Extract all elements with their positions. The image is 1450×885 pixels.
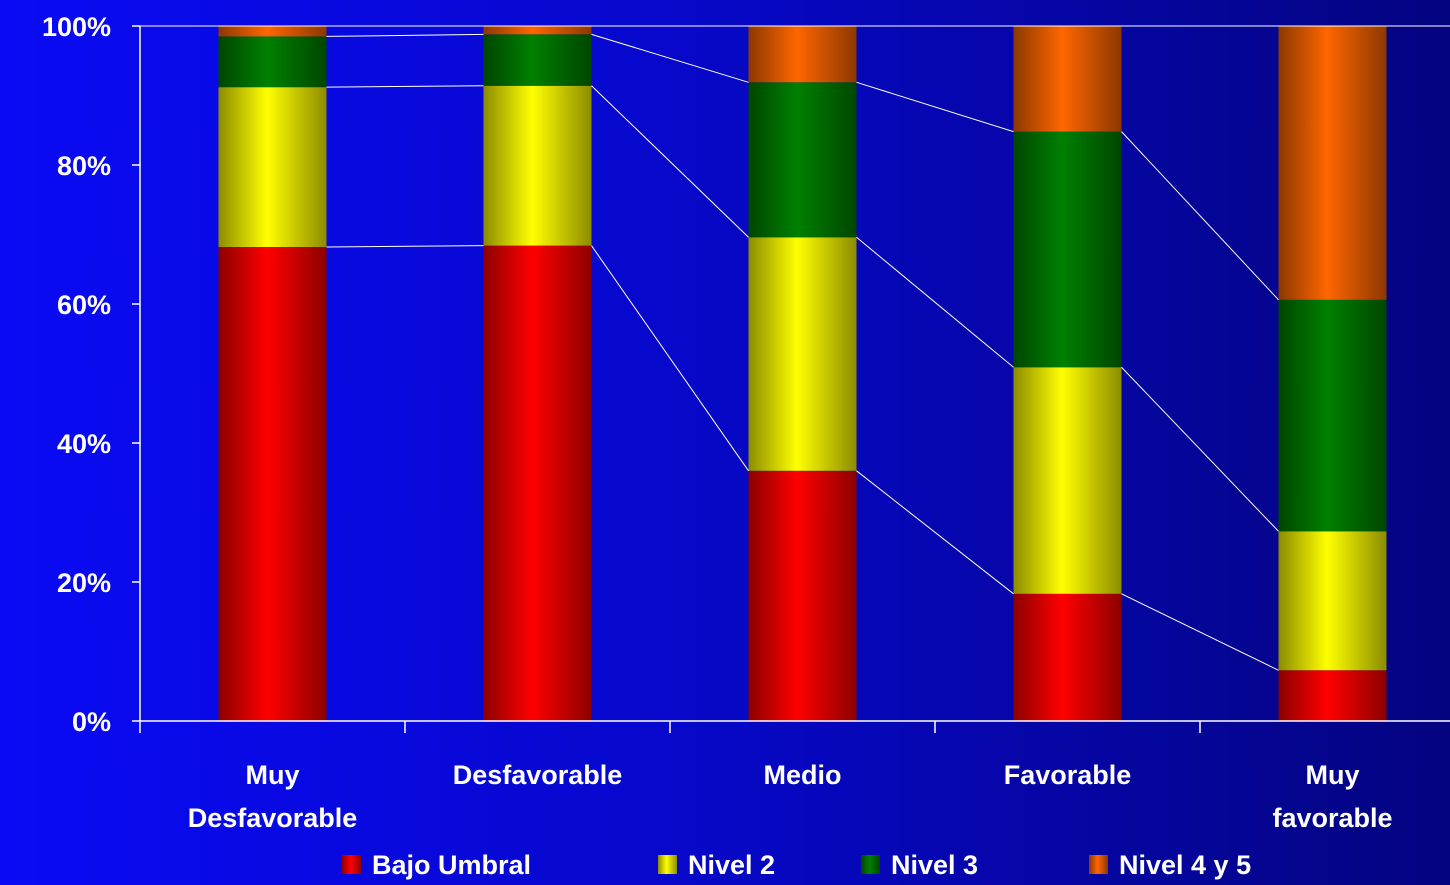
bar-nivel-2-5 (1278, 531, 1387, 671)
series-line-nivel-2-4 (1121, 366, 1279, 532)
y-tick-label: 100% (42, 12, 111, 42)
series-line-nivel-2-1 (326, 85, 484, 88)
bar-bajo-umbral-3 (748, 470, 857, 721)
bar-nivel-4-y-5-3 (748, 26, 857, 83)
bar-nivel-2-4 (1013, 367, 1122, 594)
series-line-bajo-umbral-2 (591, 245, 749, 472)
bar-nivel-2-1 (218, 87, 327, 248)
bar-bajo-umbral-2 (483, 245, 592, 721)
y-tick-label: 0% (72, 707, 111, 737)
x-category-label: Desfavorable (453, 760, 623, 790)
series-line-bajo-umbral-3 (856, 470, 1014, 595)
legend-label-nivel-3: Nivel 3 (891, 850, 978, 880)
legend-swatch-bajo-umbral (342, 855, 361, 874)
y-tick-label: 20% (57, 568, 111, 598)
axes (139, 25, 1450, 722)
legend-label-nivel-2: Nivel 2 (688, 850, 775, 880)
legend-swatch-nivel-3 (861, 855, 880, 874)
bar-bajo-umbral-1 (218, 247, 327, 721)
bar-nivel-4-y-5-2 (483, 26, 592, 35)
series-line-nivel-2-3 (856, 236, 1014, 368)
bar-nivel-3-1 (218, 36, 327, 88)
series-line-nivel-3-1 (326, 33, 484, 37)
x-category-label: Medio (764, 760, 842, 790)
bar-bajo-umbral-5 (1278, 670, 1387, 721)
series-line-nivel-3-4 (1121, 131, 1279, 301)
legend-swatch-nivel-2 (658, 855, 677, 874)
bar-bajo-umbral-4 (1013, 593, 1122, 721)
legend-swatch-nivel-4-y-5 (1089, 855, 1108, 874)
bar-nivel-3-3 (748, 82, 857, 238)
series-line-nivel-2-2 (591, 85, 749, 238)
series-line-bajo-umbral-4 (1121, 593, 1279, 671)
bar-nivel-4-y-5-5 (1278, 26, 1387, 300)
x-category-label: Muy Desfavorable (188, 760, 358, 833)
legend-label-nivel-4-y-5: Nivel 4 y 5 (1119, 850, 1251, 880)
bar-nivel-2-2 (483, 85, 592, 246)
x-category-label: Muy favorable (1272, 760, 1392, 833)
y-tick-labels: 0% 20% 40% 60% 80% 100% (42, 12, 140, 737)
bar-nivel-3-2 (483, 34, 592, 86)
y-tick-label: 40% (57, 429, 111, 459)
series-line-nivel-3-2 (591, 33, 749, 83)
x-category-labels: Muy Desfavorable Desfavorable Medio Favorabl… (139, 721, 1393, 833)
bar-nivel-2-3 (748, 237, 857, 471)
series-line-nivel-3-3 (856, 81, 1014, 133)
x-category-label: Favorable (1004, 760, 1132, 790)
bar-nivel-4-y-5-1 (218, 26, 327, 37)
legend: Bajo Umbral Nivel 2 Nivel 3 Nivel 4 y 5 (342, 850, 1251, 880)
y-tick-label: 80% (57, 151, 111, 181)
y-tick-label: 60% (57, 290, 111, 320)
plot-area (218, 26, 1387, 721)
series-line-bajo-umbral-1 (326, 245, 484, 248)
bar-nivel-4-y-5-4 (1013, 26, 1122, 132)
bar-nivel-3-5 (1278, 299, 1387, 532)
legend-label-bajo-umbral: Bajo Umbral (372, 850, 531, 880)
bar-nivel-3-4 (1013, 131, 1122, 368)
